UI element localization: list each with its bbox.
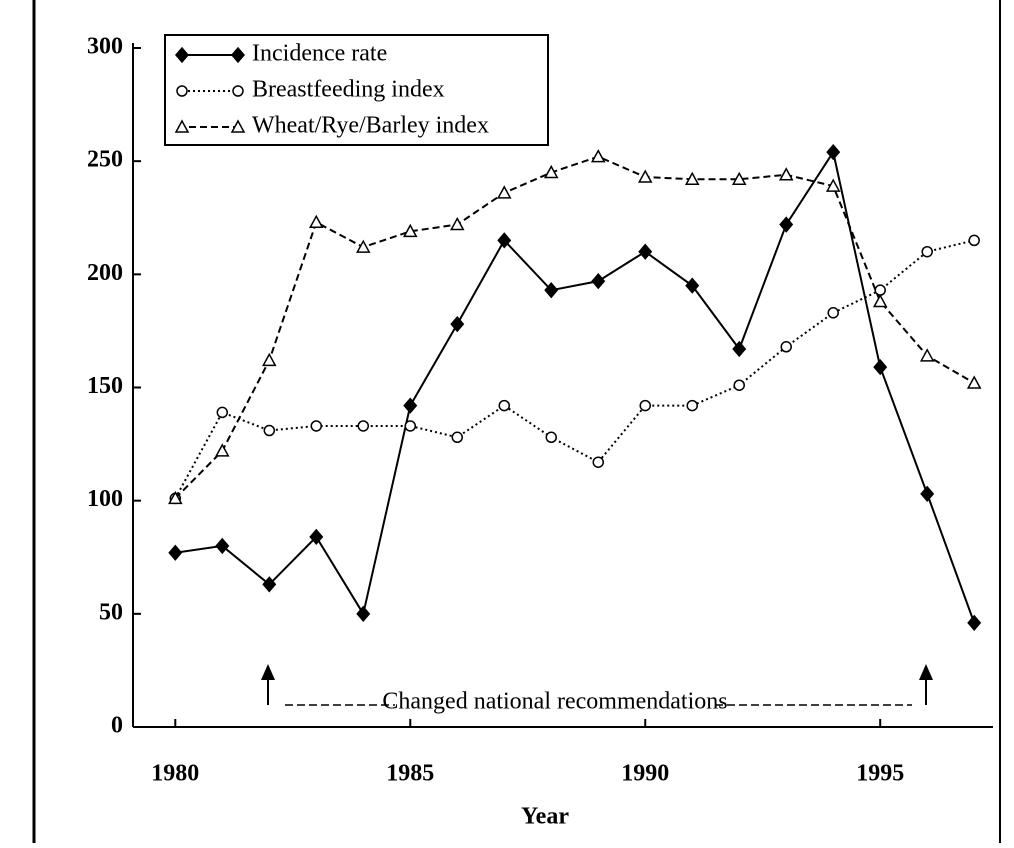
- series-line: [174, 239, 975, 499]
- legend-label: Wheat/Rye/Barley index: [252, 113, 489, 139]
- marker: [543, 164, 559, 179]
- marker: [968, 234, 980, 247]
- marker: [168, 544, 183, 561]
- marker: [732, 340, 747, 358]
- x-tick-label: 1985: [386, 761, 434, 787]
- marker: [215, 443, 230, 457]
- marker: [262, 352, 277, 367]
- marker: [637, 169, 653, 183]
- marker: [827, 307, 839, 319]
- series-line: [175, 149, 976, 624]
- annotation: Changed national recommendations: [382, 689, 727, 715]
- x-tick-label: 1995: [856, 761, 904, 787]
- marker: [873, 358, 888, 376]
- y-tick-label: 200: [87, 260, 123, 286]
- marker: [216, 406, 229, 419]
- marker: [920, 485, 935, 503]
- marker: [498, 399, 511, 412]
- marker: [449, 216, 465, 231]
- marker: [779, 216, 794, 233]
- marker: [356, 605, 371, 622]
- marker: [263, 424, 276, 437]
- y-tick-label: 0: [111, 713, 123, 739]
- marker: [590, 149, 606, 163]
- legend-marker: [230, 119, 246, 133]
- legend-marker: [232, 85, 244, 97]
- marker: [731, 171, 747, 186]
- marker: [544, 282, 559, 299]
- marker: [684, 171, 700, 186]
- y-tick-label: 100: [87, 486, 123, 512]
- marker: [215, 537, 230, 555]
- y-tick-label: 300: [87, 34, 123, 60]
- marker: [921, 245, 933, 258]
- marker: [919, 348, 935, 362]
- marker: [686, 399, 698, 412]
- y-tick-label: 250: [87, 147, 123, 173]
- marker: [497, 232, 512, 249]
- marker: [357, 420, 370, 432]
- y-tick-label: 150: [87, 373, 123, 399]
- legend-label: Incidence rate: [252, 41, 387, 67]
- marker: [451, 431, 464, 444]
- marker: [638, 243, 653, 260]
- series-line: [174, 155, 975, 500]
- marker: [591, 272, 606, 290]
- annotation-arrow-head: [919, 664, 933, 680]
- marker: [496, 185, 512, 199]
- marker: [545, 431, 558, 444]
- marker: [168, 490, 183, 505]
- marker: [966, 375, 982, 389]
- marker: [403, 397, 418, 414]
- marker: [639, 399, 651, 412]
- x-tick-label: 1980: [151, 761, 199, 787]
- x-axis-label: Year: [521, 804, 569, 830]
- marker: [404, 420, 417, 432]
- x-tick-label: 1990: [621, 761, 669, 787]
- marker: [825, 178, 841, 192]
- annotation-arrow-head: [261, 664, 275, 680]
- marker: [778, 167, 794, 181]
- marker: [826, 143, 841, 161]
- marker: [309, 528, 324, 546]
- marker: [309, 214, 324, 229]
- legend-label: Breastfeeding index: [252, 77, 445, 103]
- marker: [733, 379, 745, 391]
- y-tick-label: 50: [99, 599, 123, 625]
- marker: [685, 277, 700, 294]
- marker: [967, 614, 982, 632]
- marker: [356, 239, 371, 253]
- marker: [592, 456, 604, 468]
- marker: [310, 420, 323, 432]
- marker: [780, 341, 792, 353]
- marker: [262, 576, 277, 593]
- marker: [450, 315, 465, 333]
- legend-marker: [174, 119, 190, 133]
- legend-marker: [176, 85, 188, 97]
- legend-marker: [175, 46, 189, 64]
- marker: [403, 223, 418, 238]
- legend-marker: [231, 46, 245, 64]
- marker: [872, 293, 888, 308]
